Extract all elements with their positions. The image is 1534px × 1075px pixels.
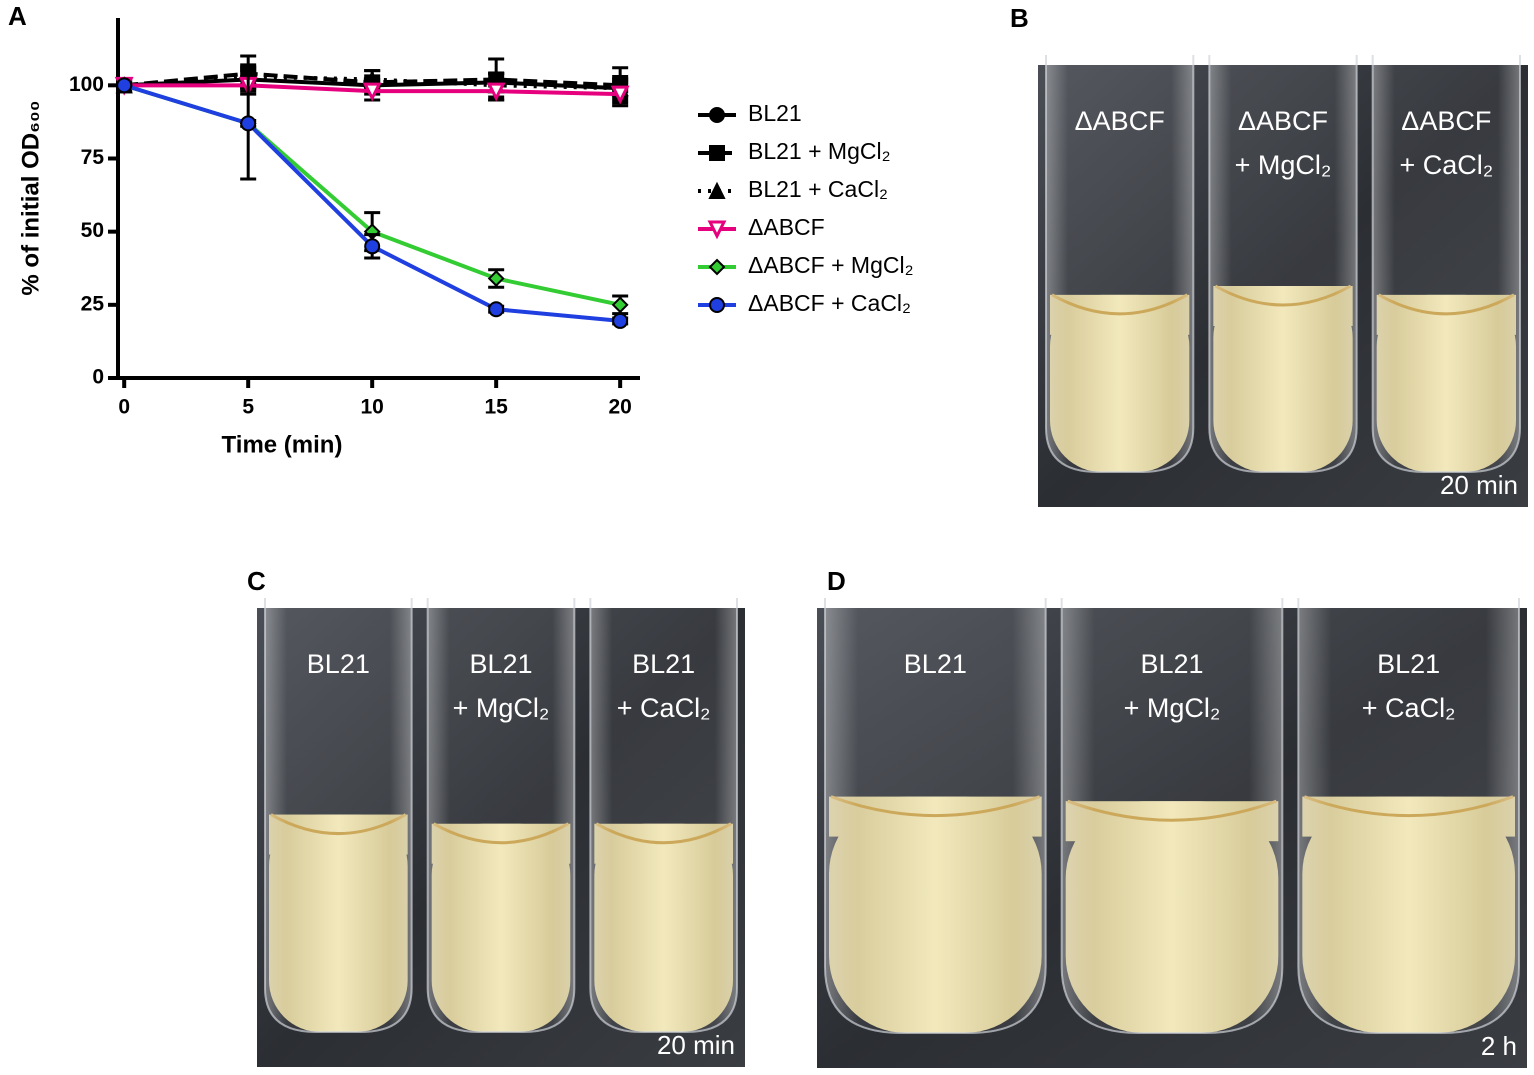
y-tick-label: 0 — [92, 366, 104, 389]
tube-label: + CaCl₂ — [1399, 150, 1493, 180]
legend-label: BL21 — [748, 100, 802, 126]
tube-label: ΔABCF — [1075, 106, 1165, 136]
legend-marker — [708, 181, 726, 199]
marker — [487, 270, 505, 287]
legend-label: BL21 + MgCl₂ — [748, 138, 891, 164]
time-label: 20 min — [657, 1030, 735, 1060]
tube-label: + CaCl₂ — [1362, 693, 1456, 723]
legend-marker — [709, 145, 725, 161]
legend-label: ΔABCF + MgCl₂ — [748, 252, 914, 278]
tube-label: + MgCl₂ — [1235, 150, 1332, 180]
y-tick-label: 50 — [81, 219, 104, 242]
x-tick-label: 15 — [484, 396, 508, 419]
marker — [611, 296, 629, 314]
tube-label: + CaCl₂ — [617, 693, 711, 723]
y-axis-label: % of initial OD₆₀₀ — [17, 100, 44, 295]
legend-marker — [707, 220, 727, 240]
tube-label: + MgCl₂ — [453, 693, 550, 723]
tube-label: BL21 — [307, 649, 370, 679]
tube-label: + MgCl₂ — [1124, 693, 1221, 723]
tube-label: BL21 — [1377, 649, 1440, 679]
legend-marker — [708, 258, 726, 276]
tube-glass — [589, 598, 738, 1033]
tube-glass — [426, 598, 576, 1033]
marker — [364, 238, 381, 255]
x-tick-label: 20 — [608, 396, 631, 419]
tube-label: BL21 — [1140, 649, 1203, 679]
x-tick-label: 10 — [361, 396, 384, 419]
legend-label: ΔABCF — [748, 214, 825, 240]
panel-label: D — [827, 566, 846, 596]
panel-label: C — [247, 566, 266, 596]
time-label: 2 h — [1481, 1031, 1517, 1061]
tube-glass — [1371, 55, 1521, 473]
tube-label: ΔABCF — [1238, 106, 1328, 136]
y-tick-label: 100 — [69, 73, 104, 96]
panel-label: A — [8, 1, 27, 31]
y-tick-label: 75 — [81, 146, 105, 169]
marker — [612, 312, 629, 329]
tube-glass — [1060, 598, 1284, 1034]
y-tick-label: 25 — [81, 292, 105, 315]
marker — [610, 85, 630, 105]
photo: BL21 BL21 + MgCl₂ BL21 + CaCl₂ 20 min — [257, 598, 745, 1067]
marker — [116, 77, 133, 94]
marker — [362, 82, 382, 102]
tube-label: BL21 — [469, 649, 532, 679]
series-line — [123, 83, 621, 307]
series-line — [123, 83, 621, 323]
legend-label: ΔABCF + CaCl₂ — [748, 290, 911, 316]
tube-label: BL21 — [632, 649, 695, 679]
photo: ΔABCF ΔABCF + MgCl₂ ΔABCF + CaCl₂ 20 min — [1038, 55, 1528, 507]
tube-glass — [1297, 598, 1520, 1034]
photo: BL21 BL21 + MgCl₂ BL21 + CaCl₂ 2 h — [817, 598, 1527, 1068]
tube-glass — [824, 598, 1047, 1034]
tube-glass — [264, 598, 413, 1033]
legend-marker — [709, 107, 725, 123]
legend-marker — [709, 297, 725, 313]
x-tick-label: 5 — [242, 396, 254, 419]
marker — [240, 115, 257, 132]
series-line — [124, 74, 621, 91]
tube-glass — [1045, 55, 1195, 473]
panel-label: B — [1010, 3, 1029, 33]
tube-label: BL21 — [904, 649, 967, 679]
time-label: 20 min — [1440, 470, 1518, 500]
x-axis-label: Time (min) — [222, 431, 343, 458]
tube-glass — [1208, 55, 1358, 473]
tube-label: ΔABCF — [1401, 106, 1491, 136]
marker — [488, 301, 505, 318]
marker — [486, 82, 506, 102]
x-tick-label: 0 — [118, 396, 130, 419]
legend-label: BL21 + CaCl₂ — [748, 176, 888, 202]
